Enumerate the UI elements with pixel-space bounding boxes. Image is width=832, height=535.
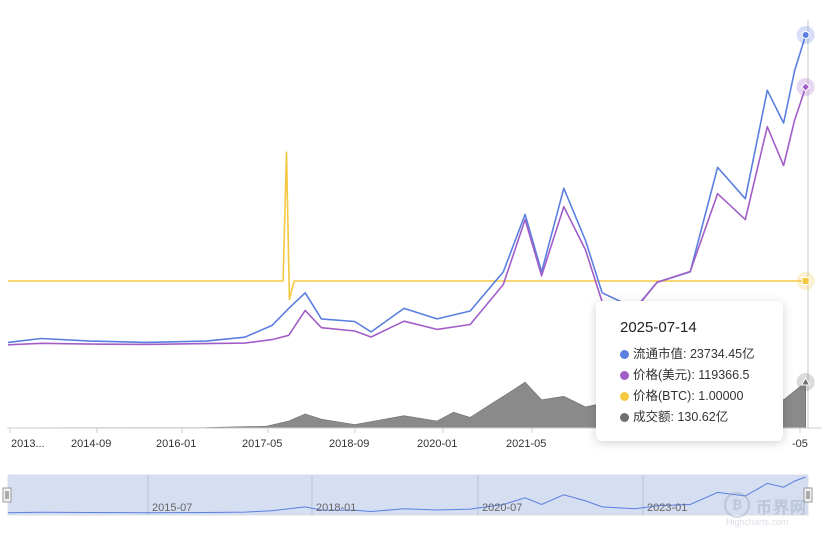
tooltip-label: 价格(美元) [633, 368, 692, 382]
navigator-tick-label: 2015-07 [152, 502, 192, 514]
x-tick-label: -05 [792, 438, 808, 450]
watermark-brand: 币界网 [756, 500, 808, 517]
tooltip-row-volume: 成交额: 130.62亿 [620, 407, 783, 428]
x-tick-label: 2016-01 [156, 438, 196, 450]
x-tick-label: 2020-01 [417, 438, 457, 450]
tooltip-label: 成交额 [633, 410, 671, 424]
btc-price-line-layer [8, 151, 806, 301]
btc-price-line [8, 151, 806, 301]
x-tick-label: 2018-09 [329, 438, 369, 450]
tooltip-row-usd-price: 价格(美元): 119366.5 [620, 365, 783, 386]
bitcoin-logo-icon: ₿ [724, 492, 750, 518]
watermark-credit: Highcharts.com [726, 517, 789, 527]
x-tick-label: 2021-05 [506, 438, 546, 450]
tooltip: 2025-07-14 流通市值: 23734.45亿 价格(美元): 11936… [596, 301, 783, 441]
navigator-mask[interactable] [8, 475, 808, 515]
navigator-tick-label: 2023-01 [647, 502, 687, 514]
navigator[interactable]: 2015-07 2018-01 2020-07 2023-01 [2, 474, 813, 516]
tooltip-value: 23734.45亿 [689, 347, 755, 361]
tooltip-label: 流通市值 [633, 347, 684, 361]
hover-markers [796, 26, 815, 391]
x-tick-label: 2017-05 [242, 438, 282, 450]
tooltip-value: 119366.5 [698, 368, 750, 382]
x-axis-ticks: 2013... 2014-09 2016-01 2017-05 2018-09 2020-… [9, 428, 808, 450]
market-cap-line [7, 34, 807, 344]
tooltip-label: 价格(BTC) [633, 389, 692, 403]
watermark: ₿ 币界网 Highcharts.com [722, 492, 822, 532]
tooltip-value: 130.62亿 [677, 410, 729, 424]
market-cap-marker [796, 26, 815, 44]
x-tick-label: 2014-09 [71, 438, 111, 450]
tooltip-value: 1.00000 [698, 389, 744, 403]
navigator-tick-label: 2018-01 [316, 502, 356, 514]
navigator-handle-left[interactable] [2, 487, 12, 503]
navigator-ticks: 2015-07 2018-01 2020-07 2023-01 [152, 502, 687, 514]
volume-marker [796, 373, 815, 391]
navigator-tick-label: 2020-07 [482, 502, 522, 514]
x-tick-label: 2013... [11, 438, 45, 450]
usd-price-line [7, 86, 807, 346]
tooltip-row-btc-price: 价格(BTC): 1.00000 [620, 386, 783, 407]
navigator-handle-right[interactable] [803, 487, 813, 503]
market-cap-dot-icon [620, 350, 629, 359]
usd-price-marker [796, 78, 815, 96]
market-cap-line-layer [7, 34, 807, 344]
usd-price-line-layer [7, 86, 807, 346]
btc-price-dot-icon [620, 392, 629, 401]
volume-dot-icon [620, 413, 629, 422]
btc-price-marker [796, 272, 815, 290]
usd-price-dot-icon [620, 371, 629, 380]
tooltip-date: 2025-07-14 [620, 319, 697, 336]
tooltip-row-market-cap: 流通市值: 23734.45亿 [620, 344, 783, 365]
navigator-series [7, 476, 806, 514]
